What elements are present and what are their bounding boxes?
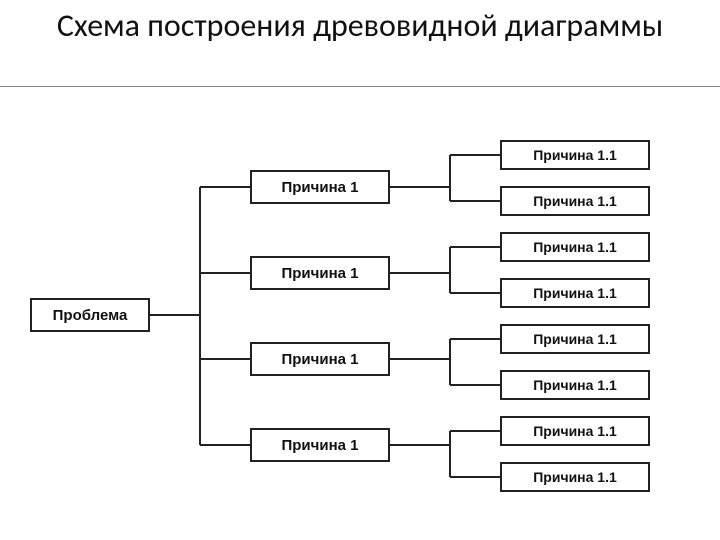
level2-node: Причина 1.1	[500, 324, 650, 354]
level2-node-label: Причина 1.1	[533, 377, 617, 393]
level2-node-label: Причина 1.1	[533, 331, 617, 347]
level2-node: Причина 1.1	[500, 416, 650, 446]
tree-diagram: Проблема Причина 1 Причина 1 Причина 1 П…	[0, 0, 720, 540]
level2-node: Причина 1.1	[500, 232, 650, 262]
root-node: Проблема	[30, 298, 150, 332]
level2-node-label: Причина 1.1	[533, 239, 617, 255]
level1-node-label: Причина 1	[281, 179, 358, 196]
level2-node: Причина 1.1	[500, 278, 650, 308]
level2-node-label: Причина 1.1	[533, 285, 617, 301]
level1-node: Причина 1	[250, 342, 390, 376]
level2-node: Причина 1.1	[500, 462, 650, 492]
level2-node-label: Причина 1.1	[533, 469, 617, 485]
level2-node: Причина 1.1	[500, 140, 650, 170]
level2-node-label: Причина 1.1	[533, 423, 617, 439]
level2-node-label: Причина 1.1	[533, 193, 617, 209]
level2-node-label: Причина 1.1	[533, 147, 617, 163]
level1-node: Причина 1	[250, 428, 390, 462]
level1-node-label: Причина 1	[281, 437, 358, 454]
level2-node: Причина 1.1	[500, 186, 650, 216]
level1-node-label: Причина 1	[281, 265, 358, 282]
level1-node: Причина 1	[250, 170, 390, 204]
level1-node: Причина 1	[250, 256, 390, 290]
level1-node-label: Причина 1	[281, 351, 358, 368]
root-node-label: Проблема	[53, 307, 128, 324]
level2-node: Причина 1.1	[500, 370, 650, 400]
